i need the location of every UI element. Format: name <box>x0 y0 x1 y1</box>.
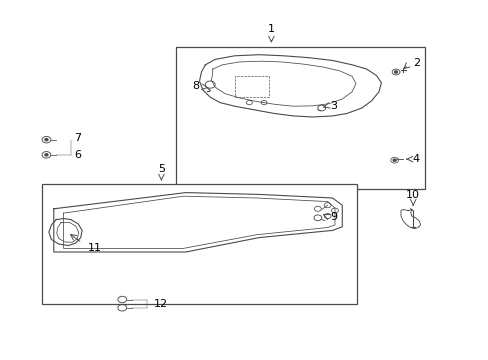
Text: 4: 4 <box>411 154 419 164</box>
Text: 10: 10 <box>406 190 419 200</box>
Text: 9: 9 <box>329 212 337 222</box>
Text: 5: 5 <box>158 163 164 174</box>
Text: 6: 6 <box>74 150 81 160</box>
Text: 12: 12 <box>154 299 168 309</box>
Text: 7: 7 <box>74 132 81 143</box>
Text: 8: 8 <box>192 81 199 91</box>
Text: 3: 3 <box>329 101 336 111</box>
Text: 11: 11 <box>88 243 102 253</box>
Circle shape <box>45 154 48 156</box>
Text: 1: 1 <box>267 24 274 34</box>
Circle shape <box>394 71 397 73</box>
Circle shape <box>392 159 395 161</box>
Bar <box>41 184 356 304</box>
Circle shape <box>45 139 48 141</box>
Bar <box>176 47 425 189</box>
Text: 2: 2 <box>412 58 420 68</box>
